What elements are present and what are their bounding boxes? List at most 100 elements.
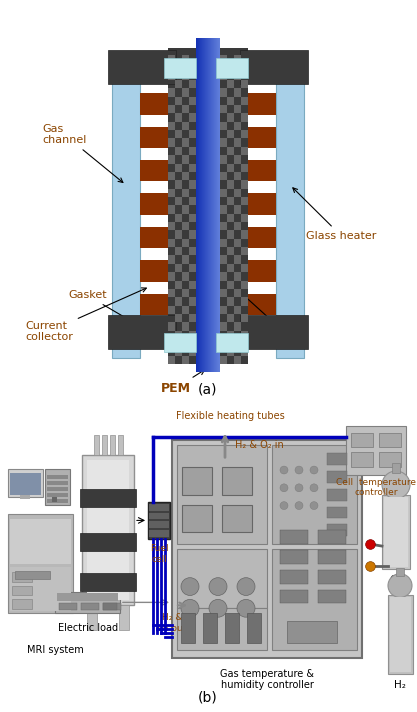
- Bar: [80, 533, 136, 551]
- Text: H₂: H₂: [394, 681, 406, 691]
- Text: Electric load: Electric load: [58, 623, 118, 633]
- Bar: [234, 305, 241, 314]
- Bar: [241, 347, 248, 356]
- Bar: [327, 506, 347, 518]
- Bar: [182, 189, 189, 197]
- Bar: [189, 164, 196, 172]
- Bar: [10, 520, 71, 564]
- Bar: [204, 38, 205, 372]
- Bar: [8, 469, 43, 497]
- Circle shape: [310, 466, 318, 474]
- Bar: [234, 55, 241, 63]
- Bar: [82, 455, 134, 605]
- Bar: [351, 452, 373, 467]
- Text: Gas
channel: Gas channel: [42, 124, 123, 182]
- Bar: [220, 172, 227, 180]
- Bar: [220, 339, 227, 347]
- Bar: [172, 441, 362, 658]
- Bar: [182, 239, 189, 247]
- Bar: [198, 38, 199, 372]
- Bar: [47, 498, 68, 503]
- Bar: [189, 214, 196, 222]
- Bar: [189, 130, 196, 138]
- Bar: [234, 155, 241, 164]
- Bar: [241, 97, 248, 105]
- Bar: [182, 305, 189, 314]
- Text: H₂ & O₂ in: H₂ & O₂ in: [235, 440, 284, 451]
- Bar: [182, 172, 189, 180]
- Bar: [168, 105, 175, 113]
- Bar: [241, 281, 248, 289]
- Bar: [203, 38, 204, 372]
- Bar: [177, 608, 267, 650]
- Text: Flexible heating tubes: Flexible heating tubes: [176, 411, 284, 421]
- Bar: [234, 239, 241, 247]
- Bar: [177, 549, 267, 608]
- Bar: [168, 122, 175, 130]
- Bar: [213, 38, 214, 372]
- Bar: [272, 549, 357, 650]
- Bar: [234, 339, 241, 347]
- Bar: [214, 38, 215, 372]
- Bar: [234, 272, 241, 281]
- Bar: [208, 38, 209, 372]
- Bar: [272, 445, 357, 544]
- Bar: [168, 155, 175, 164]
- Text: Current
collector: Current collector: [25, 288, 146, 342]
- Bar: [182, 138, 189, 147]
- Bar: [234, 289, 241, 297]
- Bar: [189, 281, 196, 289]
- Bar: [112, 53, 140, 358]
- Bar: [168, 205, 175, 214]
- Bar: [140, 93, 168, 115]
- Bar: [227, 214, 234, 222]
- Bar: [227, 97, 234, 105]
- Bar: [110, 436, 115, 455]
- Bar: [140, 127, 168, 148]
- Bar: [181, 613, 195, 643]
- Bar: [220, 189, 227, 197]
- Bar: [234, 122, 241, 130]
- Bar: [182, 105, 189, 113]
- Bar: [234, 138, 241, 147]
- Bar: [189, 330, 196, 339]
- Bar: [211, 38, 212, 372]
- Bar: [148, 502, 170, 539]
- Bar: [140, 260, 168, 282]
- Bar: [227, 164, 234, 172]
- Bar: [241, 180, 248, 189]
- Bar: [318, 570, 346, 584]
- Bar: [216, 58, 248, 78]
- Bar: [212, 38, 213, 372]
- Bar: [227, 347, 234, 356]
- Bar: [168, 272, 175, 281]
- Bar: [10, 473, 41, 495]
- Bar: [234, 222, 241, 231]
- Bar: [247, 613, 261, 643]
- Circle shape: [295, 502, 303, 510]
- Bar: [140, 227, 168, 248]
- Bar: [80, 572, 136, 590]
- Bar: [222, 505, 252, 533]
- Bar: [227, 281, 234, 289]
- Bar: [177, 445, 267, 544]
- Bar: [189, 231, 196, 239]
- Bar: [175, 80, 182, 88]
- Bar: [168, 88, 175, 97]
- Circle shape: [237, 577, 255, 595]
- Bar: [168, 256, 175, 264]
- Bar: [241, 164, 248, 172]
- Bar: [200, 38, 201, 372]
- Bar: [182, 72, 189, 80]
- Bar: [189, 314, 196, 323]
- Bar: [47, 481, 68, 485]
- Bar: [182, 256, 189, 264]
- Bar: [175, 164, 182, 172]
- Bar: [379, 452, 401, 467]
- Bar: [45, 469, 70, 505]
- Bar: [227, 147, 234, 155]
- Bar: [182, 289, 189, 297]
- Text: Fuel
cell: Fuel cell: [150, 544, 168, 563]
- Bar: [168, 339, 175, 347]
- Bar: [248, 160, 276, 182]
